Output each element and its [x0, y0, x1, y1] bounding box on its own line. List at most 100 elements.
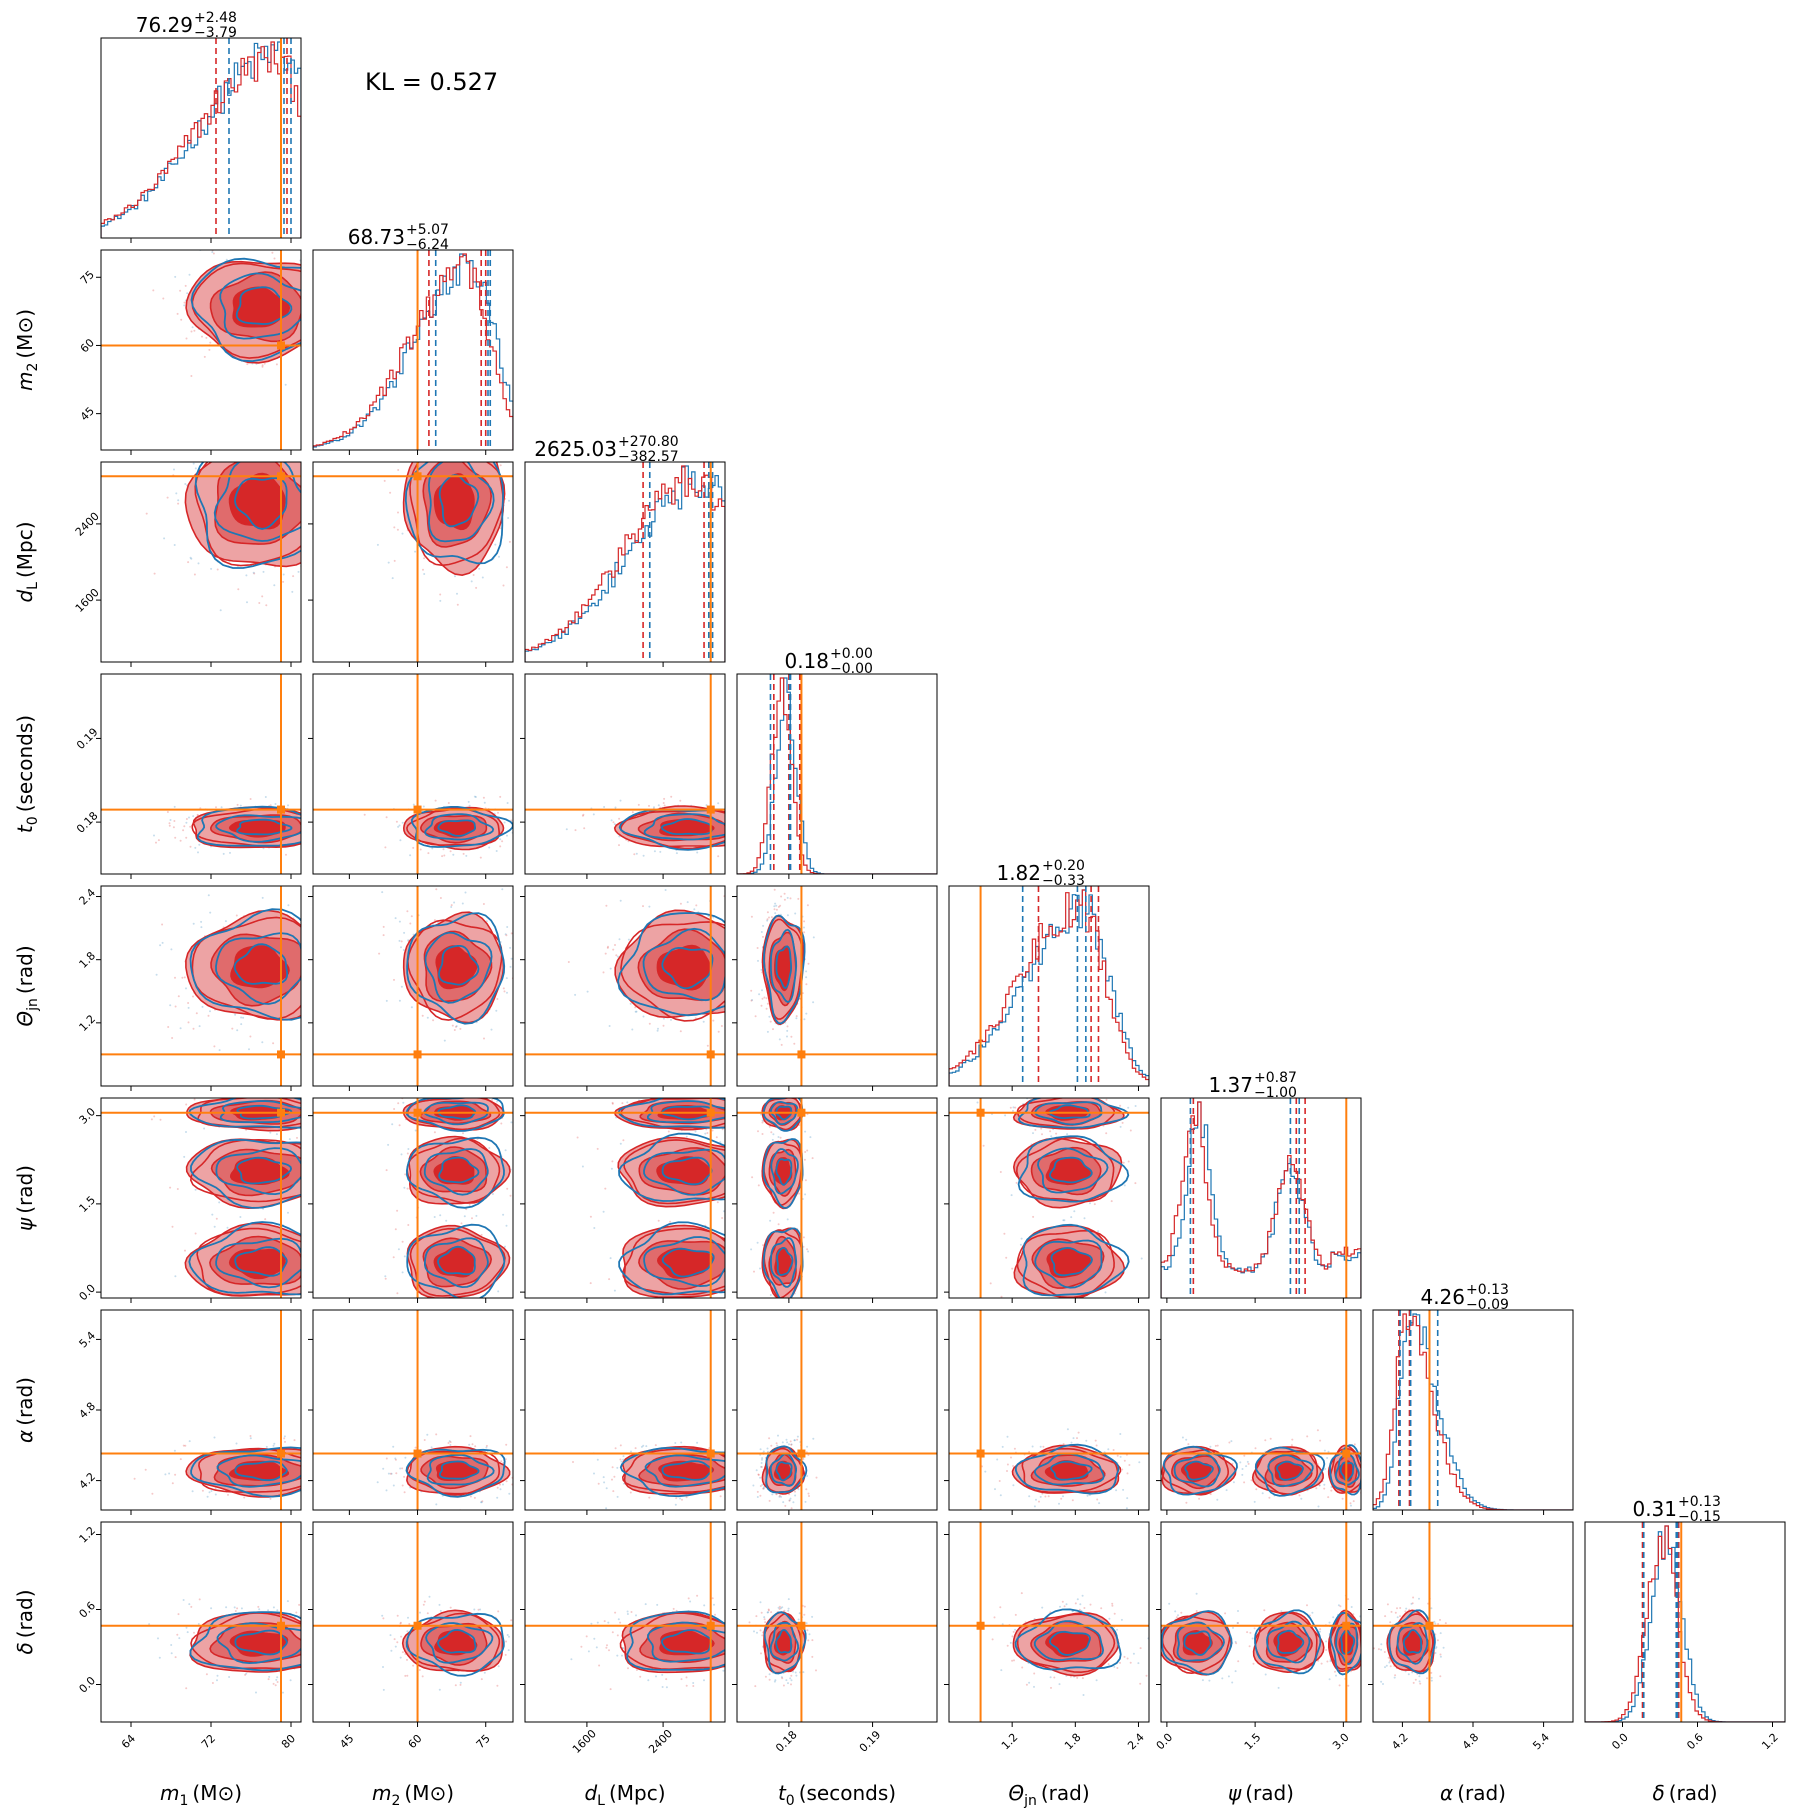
sample-point: [314, 296, 316, 298]
sample-point: [762, 1244, 765, 1247]
contour-red-outer2: [189, 1138, 301, 1203]
sample-point: [192, 462, 195, 465]
sample-point: [445, 1219, 448, 1222]
sample-point: [302, 1457, 304, 1459]
sample-point: [759, 819, 761, 821]
sample-point: [392, 1256, 395, 1259]
sample-point: [745, 964, 747, 966]
sample-point: [161, 941, 164, 944]
sample-point: [805, 1012, 808, 1015]
sample-point: [732, 1487, 734, 1489]
sample-point: [407, 939, 410, 942]
sample-point: [344, 932, 346, 934]
sample-point: [315, 239, 317, 241]
sample-point: [330, 270, 332, 272]
sample-point: [742, 849, 744, 851]
sample-point: [447, 458, 449, 460]
sample-point: [758, 829, 760, 831]
truth-marker: [413, 1050, 422, 1059]
sample-point: [403, 1491, 406, 1494]
sample-point: [1119, 1104, 1122, 1107]
sample-point: [176, 312, 179, 315]
sample-point: [174, 1473, 177, 1476]
sample-point: [496, 998, 499, 1000]
sample-point: [745, 847, 747, 849]
sample-point: [488, 846, 491, 849]
panel-frame: [100, 673, 302, 875]
sample-point: [232, 456, 234, 458]
sample-point: [786, 1306, 788, 1308]
sample-point: [394, 1457, 397, 1460]
sample-point: [287, 904, 290, 907]
sample-point: [706, 1044, 709, 1047]
sample-point: [339, 563, 341, 565]
sample-point: [340, 1495, 342, 1497]
sample-point: [405, 1303, 407, 1305]
sample-point: [409, 922, 412, 925]
sample-point: [307, 924, 309, 926]
truth-marker: [413, 1449, 422, 1458]
sample-point: [341, 520, 343, 522]
sample-point: [303, 857, 305, 859]
sample-point: [354, 822, 356, 824]
sample-point: [748, 1101, 750, 1103]
sample-point: [653, 850, 656, 853]
sample-point: [317, 1433, 319, 1435]
sample-point: [261, 595, 264, 598]
sample-point: [168, 824, 171, 827]
sample-point: [346, 921, 348, 923]
sample-point: [315, 994, 317, 996]
sample-point: [310, 1112, 312, 1114]
sample-point: [293, 1439, 296, 1442]
sample-point: [441, 855, 444, 858]
sample-point: [531, 945, 533, 947]
sample-point: [437, 447, 439, 449]
sample-point: [603, 1481, 606, 1484]
sample-point: [779, 1136, 782, 1139]
sample-point: [316, 821, 318, 823]
sample-point: [518, 814, 520, 816]
panel-m1-m1: [100, 37, 302, 243]
sample-point: [144, 1468, 147, 1471]
sample-point: [171, 1037, 174, 1039]
sample-point: [812, 936, 815, 939]
sample-point: [712, 1019, 715, 1022]
sample-point: [468, 1443, 471, 1446]
title-value: 76.29: [136, 13, 193, 37]
sample-point: [685, 1135, 688, 1138]
sample-point: [504, 1245, 506, 1248]
sample-point: [729, 978, 731, 980]
sample-point: [1140, 1257, 1143, 1260]
sample-point: [307, 1045, 309, 1047]
sample-point: [430, 1446, 433, 1449]
sample-point: [766, 919, 769, 922]
sample-point: [449, 850, 452, 853]
sample-point: [412, 846, 415, 849]
sample-point: [152, 289, 155, 292]
sample-point: [283, 1307, 285, 1309]
sample-point: [439, 593, 442, 596]
sample-point: [750, 989, 753, 992]
sample-point: [325, 1499, 327, 1501]
hist-red-m1: [101, 41, 301, 238]
sample-point: [1134, 1182, 1137, 1185]
sample-point: [218, 454, 220, 456]
sample-point: [305, 308, 307, 310]
sample-point: [809, 1136, 812, 1139]
sample-point: [258, 451, 260, 453]
sample-point: [317, 334, 319, 336]
panel-frame: [100, 885, 302, 1087]
panel-dL-psi: [520, 1097, 750, 1303]
contour-blue-inner: [660, 818, 713, 836]
sample-point: [533, 1443, 535, 1445]
sample-point: [726, 821, 728, 823]
sample-point: [207, 1014, 210, 1017]
panel-t0-t0: [736, 673, 938, 879]
sample-point: [362, 996, 364, 998]
sample-point: [499, 1483, 501, 1486]
sample-point: [754, 1015, 757, 1018]
sample-point: [740, 1237, 742, 1239]
sample-point: [471, 1443, 474, 1446]
sample-point: [810, 1093, 812, 1095]
